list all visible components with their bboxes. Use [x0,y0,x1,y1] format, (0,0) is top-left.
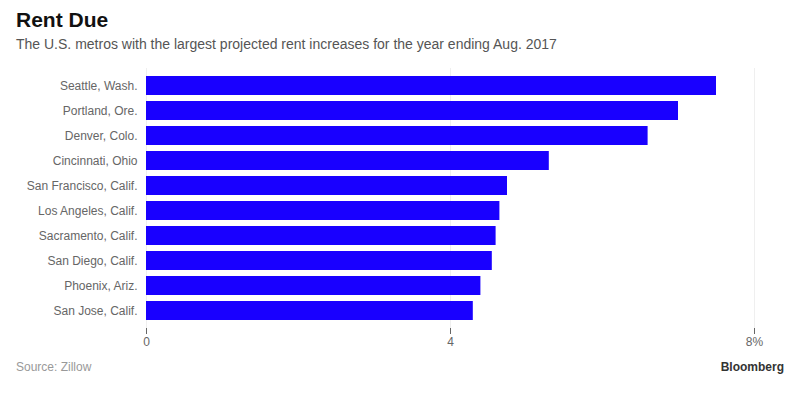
html-text:Bloomberg: Bloomberg [720,360,784,374]
html-text:Rent Due: Rent Due [16,8,109,31]
svg-text:Los Angeles, Calif.: Los Angeles, Calif. [38,204,137,218]
svg-text:Portland, Ore.: Portland, Ore. [63,104,138,118]
svg-text:Sacramento, Calif.: Sacramento, Calif. [39,229,138,243]
svg-text:San Jose, Calif.: San Jose, Calif. [53,304,137,318]
html-text:Source: Zillow: Source: Zillow [16,360,92,374]
svg-text:Phoenix, Ariz.: Phoenix, Ariz. [64,279,137,293]
svg-text:4: 4 [447,335,454,349]
svg-text:0: 0 [143,335,150,349]
svg-text:San Francisco, Calif.: San Francisco, Calif. [27,179,138,193]
svg-text:Seattle, Wash.: Seattle, Wash. [60,79,138,93]
html-text:The U.S. metros with the large: The U.S. metros with the largest project… [16,36,557,52]
svg-text:8%: 8% [746,335,764,349]
svg-text:San Diego, Calif.: San Diego, Calif. [47,254,137,268]
svg-text:Denver, Colo.: Denver, Colo. [65,129,138,143]
svg-text:Cincinnati, Ohio: Cincinnati, Ohio [53,154,138,168]
